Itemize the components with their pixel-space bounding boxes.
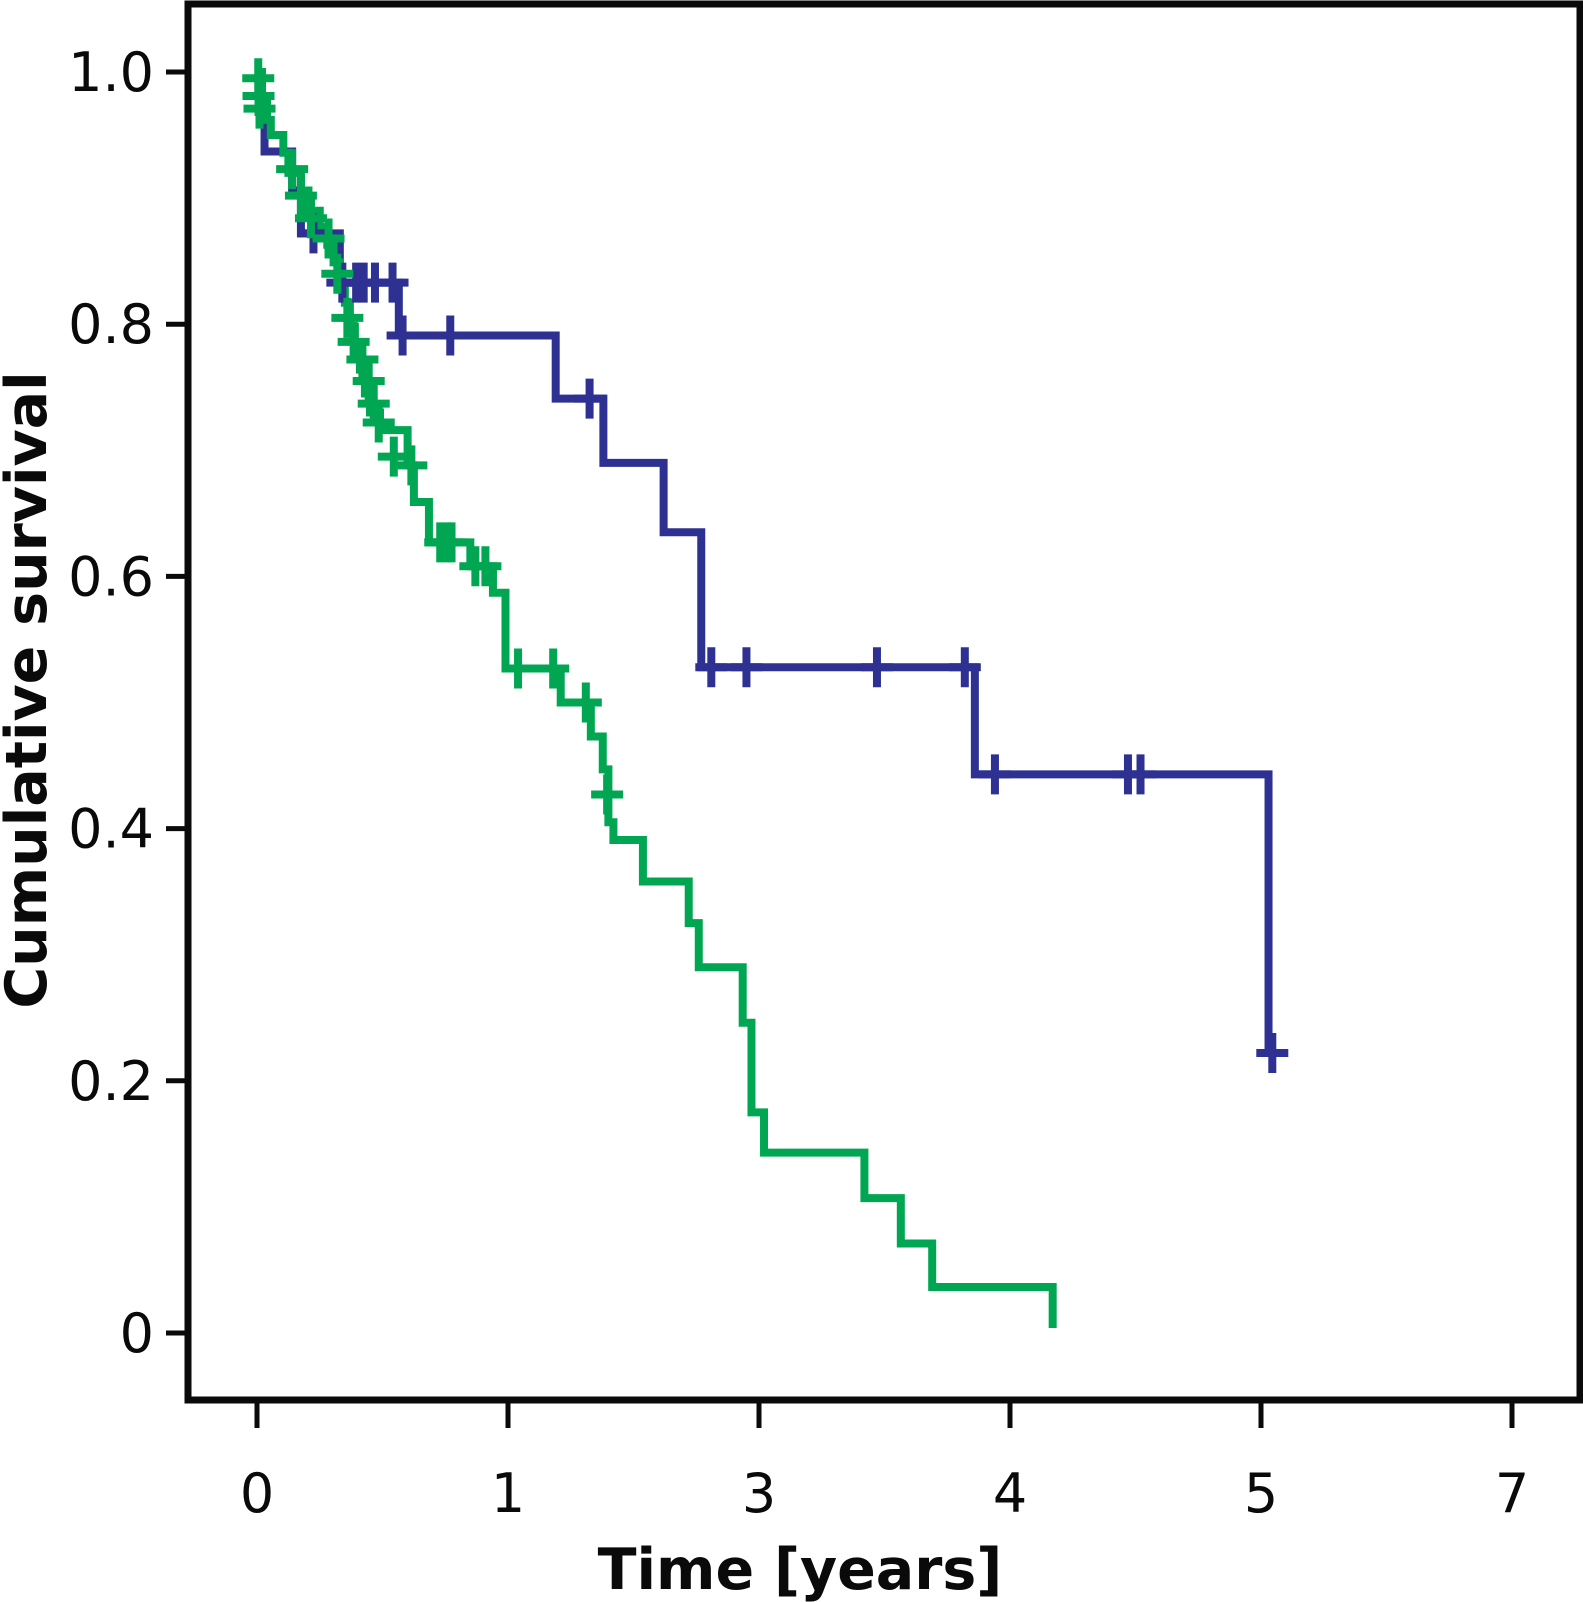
survival-curve-group-green <box>257 68 1057 1328</box>
censor-mark-group-green <box>346 339 379 380</box>
y-tick-label: 0 <box>120 1302 154 1365</box>
x-axis-tick-labels: 0 1 3 4 5 7 <box>240 1462 1529 1525</box>
y-axis-ticks <box>166 69 188 1336</box>
y-tick-label: 0.8 <box>68 293 154 356</box>
censor-mark-group-green <box>312 218 345 259</box>
censor-mark-group-blue <box>376 262 409 303</box>
y-tick-label: 1.0 <box>68 41 154 104</box>
y-axis-title: Cumulative survival <box>0 371 60 1008</box>
y-axis-tick-labels: 0 0.2 0.4 0.6 0.8 1.0 <box>68 41 154 1365</box>
censor-mark-group-green <box>395 445 428 486</box>
censor-mark-group-green <box>276 149 309 190</box>
censor-mark-group-blue <box>1256 1033 1289 1074</box>
survival-curves <box>257 68 1273 1328</box>
x-tick-label: 1 <box>491 1462 525 1525</box>
censor-mark-group-blue <box>434 315 467 356</box>
survival-curve-group-blue <box>257 105 1273 1054</box>
censor-mark-group-blue <box>386 315 419 356</box>
censor-mark-group-blue <box>948 647 981 688</box>
censor-mark-group-green <box>321 253 354 294</box>
censor-mark-group-green <box>294 198 327 239</box>
censor-mark-group-green <box>331 297 364 338</box>
plot-frame <box>184 0 1583 1404</box>
x-tick-label: 3 <box>742 1462 776 1525</box>
censor-mark-group-blue <box>860 647 893 688</box>
censor-mark-group-green <box>377 436 410 477</box>
censor-mark-group-blue <box>573 378 606 419</box>
y-tick-label: 0.2 <box>68 1050 154 1113</box>
censor-marks <box>242 58 1289 1074</box>
x-tick-label: 7 <box>1495 1462 1529 1525</box>
x-tick-label: 4 <box>993 1462 1027 1525</box>
y-tick-label: 0.4 <box>68 798 154 861</box>
censor-mark-group-green <box>357 383 390 424</box>
censor-mark-group-green <box>469 546 502 587</box>
censor-mark-group-green <box>537 648 570 689</box>
censor-mark-group-blue <box>730 647 763 688</box>
censor-mark-group-blue <box>978 754 1011 795</box>
censor-mark-group-green <box>502 648 535 689</box>
censor-mark-group-green <box>243 88 276 129</box>
censor-mark-group-green <box>569 682 602 723</box>
censor-mark-group-green <box>352 360 385 401</box>
censor-mark-group-blue <box>695 647 728 688</box>
x-axis-title: Time [years] <box>598 1537 1003 1602</box>
censor-mark-group-green <box>362 402 395 443</box>
x-axis-ticks <box>254 1400 1515 1428</box>
censor-mark-group-green <box>435 522 468 563</box>
y-tick-label: 0.6 <box>68 545 154 608</box>
x-tick-label: 5 <box>1244 1462 1278 1525</box>
censor-mark-group-blue <box>1124 754 1157 795</box>
censor-mark-group-green <box>591 774 624 815</box>
x-tick-label: 0 <box>240 1462 274 1525</box>
censor-mark-group-green <box>284 175 317 216</box>
